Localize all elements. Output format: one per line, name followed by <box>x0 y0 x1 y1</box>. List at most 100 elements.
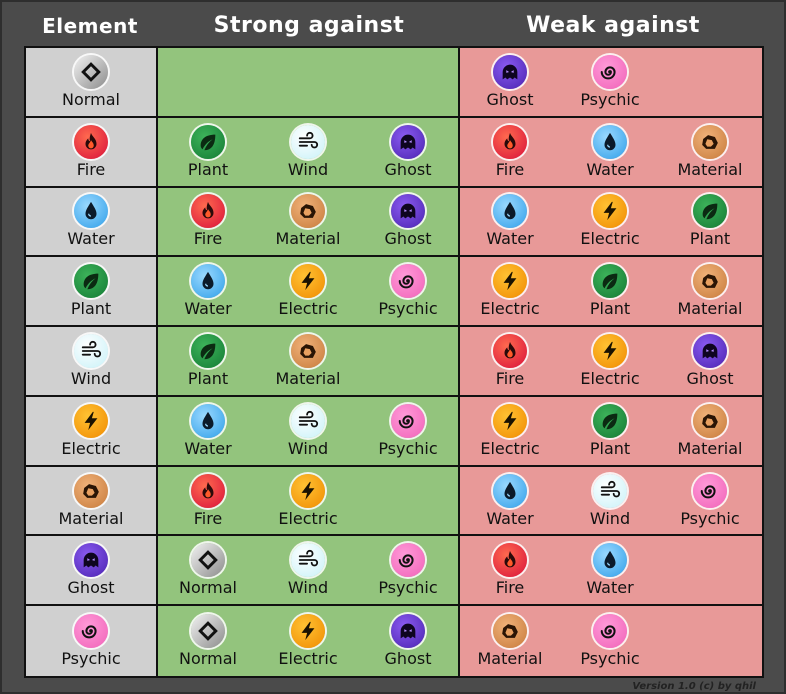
droplet-icon <box>191 403 225 438</box>
leaf-icon <box>593 403 627 438</box>
type-chart-grid: Normal Ghost Psychic Fire Plant Wind Ghost Fire… <box>24 46 764 678</box>
type-entry: Fire <box>460 118 560 186</box>
type-label: Psychic <box>378 438 438 458</box>
type-entry: Wind <box>258 536 358 604</box>
ghost-icon <box>493 54 527 89</box>
flame-icon <box>74 124 108 159</box>
type-label: Water <box>586 159 634 179</box>
type-entry: Ghost <box>358 188 458 256</box>
ghost-icon <box>391 124 425 159</box>
type-label: Psychic <box>378 299 438 319</box>
type-label: Normal <box>179 649 237 669</box>
flame-icon <box>191 194 225 229</box>
spiral-icon <box>593 54 627 89</box>
leaf-icon <box>693 194 727 229</box>
lightning-icon <box>291 614 325 649</box>
type-label: Water <box>586 578 634 598</box>
type-label: Fire <box>193 508 223 528</box>
type-entry: Psychic <box>560 606 660 676</box>
weak-against-cell: Water Wind Psychic <box>460 466 762 537</box>
type-entry: Water <box>158 257 258 325</box>
type-label: Water <box>486 229 534 249</box>
rock-icon <box>74 473 108 508</box>
type-label: Electric <box>480 299 540 319</box>
type-entry: Normal <box>26 48 156 116</box>
type-label: Psychic <box>680 508 740 528</box>
element-cell-fire: Fire <box>26 117 158 188</box>
type-label: Ghost <box>384 649 432 669</box>
type-label: Wind <box>287 578 329 598</box>
type-entry: Material <box>660 397 760 465</box>
element-cell-normal: Normal <box>26 48 158 118</box>
type-label: Normal <box>62 89 120 109</box>
type-entry: Normal <box>158 606 258 676</box>
leaf-icon <box>191 333 225 368</box>
type-entry: Water <box>460 467 560 535</box>
type-label: Water <box>184 299 232 319</box>
weak-against-cell: Fire Water <box>460 536 762 607</box>
diamond-icon <box>191 614 225 649</box>
type-entry: Water <box>460 188 560 256</box>
type-entry: Plant <box>660 188 760 256</box>
type-label: Ghost <box>384 229 432 249</box>
column-headers: Element Strong against Weak against <box>2 8 786 44</box>
type-label: Wind <box>70 368 112 388</box>
flame-icon <box>493 124 527 159</box>
wind-icon <box>291 124 325 159</box>
leaf-icon <box>191 124 225 159</box>
weak-against-cell: Ghost Psychic <box>460 48 762 118</box>
type-entry: Plant <box>560 257 660 325</box>
rock-icon <box>291 194 325 229</box>
lightning-icon <box>593 194 627 229</box>
type-label: Fire <box>193 229 223 249</box>
type-entry: Fire <box>460 536 560 604</box>
wind-icon <box>74 333 108 368</box>
type-label: Ghost <box>686 368 734 388</box>
weak-against-cell: Water Electric Plant <box>460 187 762 258</box>
type-label: Electric <box>580 229 640 249</box>
ghost-icon <box>391 614 425 649</box>
type-label: Material <box>677 159 743 179</box>
type-label: Material <box>275 229 341 249</box>
type-label: Wind <box>589 508 631 528</box>
header-strong-against: Strong against <box>213 13 405 38</box>
type-label: Electric <box>278 649 338 669</box>
type-label: Psychic <box>61 649 121 669</box>
type-entry: Plant <box>158 327 258 395</box>
element-cell-ghost: Ghost <box>26 536 158 607</box>
type-entry: Plant <box>26 257 156 325</box>
element-cell-electric: Electric <box>26 396 158 467</box>
type-label: Material <box>677 438 743 458</box>
type-entry: Ghost <box>358 118 458 186</box>
strong-against-cell: Water Wind Psychic <box>158 396 460 467</box>
type-entry: Wind <box>26 327 156 395</box>
type-entry: Wind <box>258 397 358 465</box>
spiral-icon <box>391 264 425 299</box>
type-entry: Material <box>26 467 156 535</box>
type-entry: Electric <box>560 188 660 256</box>
type-entry: Electric <box>26 397 156 465</box>
type-entry: Fire <box>26 118 156 186</box>
lightning-icon <box>74 403 108 438</box>
weak-against-cell: Electric Plant Material <box>460 257 762 328</box>
rock-icon <box>693 124 727 159</box>
type-label: Psychic <box>580 89 640 109</box>
type-label: Material <box>477 649 543 669</box>
spiral-icon <box>693 473 727 508</box>
type-label: Ghost <box>384 159 432 179</box>
type-label: Plant <box>187 368 229 388</box>
diamond-icon <box>191 543 225 578</box>
wind-icon <box>593 473 627 508</box>
droplet-icon <box>593 543 627 578</box>
type-label: Ghost <box>67 578 115 598</box>
type-entry: Electric <box>258 257 358 325</box>
type-entry: Wind <box>560 467 660 535</box>
element-cell-plant: Plant <box>26 257 158 328</box>
type-entry: Electric <box>460 257 560 325</box>
type-label: Material <box>275 368 341 388</box>
type-entry: Electric <box>258 606 358 676</box>
type-entry: Plant <box>158 118 258 186</box>
type-label: Psychic <box>378 578 438 598</box>
droplet-icon <box>493 194 527 229</box>
